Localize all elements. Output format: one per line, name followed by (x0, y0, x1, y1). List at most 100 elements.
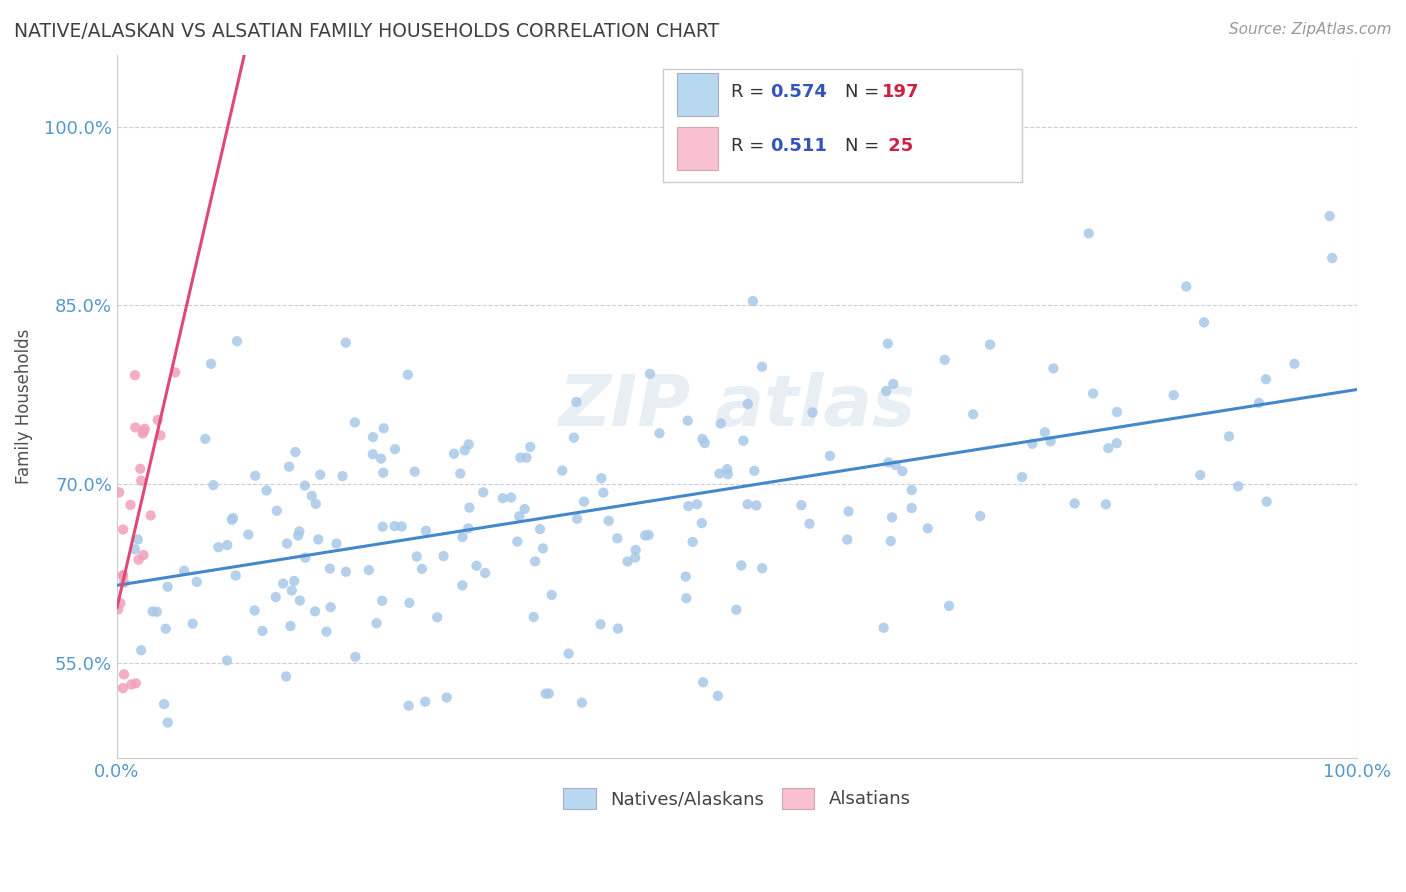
Point (730, 558, 752, 573)
Point (226, 334, 249, 349)
Point (1319, 209, 1341, 223)
Point (120, 677, 142, 691)
Point (1081, 386, 1104, 401)
Point (146, 413, 169, 427)
Point (129, 643, 152, 657)
Point (139, 508, 162, 523)
Point (111, 569, 134, 583)
Point (1254, 372, 1277, 386)
Point (1247, 396, 1270, 410)
Point (551, 464, 574, 478)
Point (305, 497, 328, 511)
Point (900, 483, 922, 497)
Point (127, 533, 149, 547)
Point (537, 686, 560, 700)
Point (294, 478, 316, 492)
Point (1105, 436, 1128, 450)
Point (112, 523, 135, 537)
Point (457, 521, 479, 535)
Point (370, 451, 392, 466)
Text: 197: 197 (882, 83, 920, 101)
Text: 25: 25 (882, 137, 914, 155)
Point (472, 485, 495, 500)
Point (710, 417, 733, 431)
Point (391, 519, 413, 533)
Point (271, 576, 294, 591)
Point (506, 534, 529, 549)
Point (565, 512, 588, 526)
Point (741, 293, 763, 308)
Point (131, 426, 153, 441)
Point (443, 447, 465, 461)
Point (751, 359, 773, 374)
Point (215, 653, 238, 667)
Point (134, 422, 156, 436)
Point (309, 467, 332, 482)
Point (508, 509, 530, 524)
Point (112, 575, 135, 590)
Point (962, 407, 984, 421)
Point (200, 357, 222, 371)
Point (934, 352, 956, 367)
Point (451, 578, 474, 592)
Point (264, 590, 287, 604)
Point (156, 580, 179, 594)
Point (120, 498, 142, 512)
Point (565, 395, 588, 409)
Point (202, 478, 225, 492)
Point (332, 469, 354, 483)
Point (606, 531, 628, 545)
Point (274, 669, 297, 683)
Point (524, 554, 547, 568)
Text: R =: R = (731, 137, 770, 155)
Point (276, 536, 298, 550)
Point (676, 414, 699, 428)
Point (221, 513, 243, 527)
Point (128, 552, 150, 566)
Point (415, 524, 437, 538)
Point (112, 667, 135, 681)
Point (540, 588, 562, 602)
Point (733, 434, 755, 448)
Point (142, 604, 165, 618)
Legend: Natives/Alaskans, Alsatians: Natives/Alaskans, Alsatians (555, 780, 918, 816)
Point (1163, 388, 1185, 402)
Point (124, 420, 146, 434)
Point (616, 554, 638, 568)
Point (744, 464, 766, 478)
Point (515, 450, 537, 465)
Point (125, 676, 148, 690)
Point (396, 368, 419, 382)
Point (790, 498, 813, 512)
Point (124, 368, 146, 383)
Point (872, 621, 894, 635)
Point (737, 497, 759, 511)
Point (1256, 494, 1278, 508)
Point (252, 624, 274, 638)
Point (404, 465, 426, 479)
Point (280, 619, 302, 633)
Point (343, 416, 366, 430)
Point (129, 474, 152, 488)
Point (398, 596, 420, 610)
Point (373, 466, 395, 480)
Point (1077, 227, 1099, 241)
Point (371, 519, 394, 533)
Point (1105, 405, 1128, 419)
Point (686, 497, 709, 511)
Point (534, 687, 557, 701)
Point (707, 689, 730, 703)
Point (690, 516, 713, 530)
Point (288, 524, 311, 539)
Point (529, 522, 551, 536)
Point (572, 494, 595, 508)
Point (288, 593, 311, 607)
Point (458, 500, 481, 515)
Point (112, 568, 135, 582)
Point (398, 698, 420, 713)
Point (357, 563, 380, 577)
Text: ZIP atlas: ZIP atlas (558, 372, 915, 442)
Point (149, 428, 172, 442)
Point (454, 443, 477, 458)
Point (371, 594, 394, 608)
